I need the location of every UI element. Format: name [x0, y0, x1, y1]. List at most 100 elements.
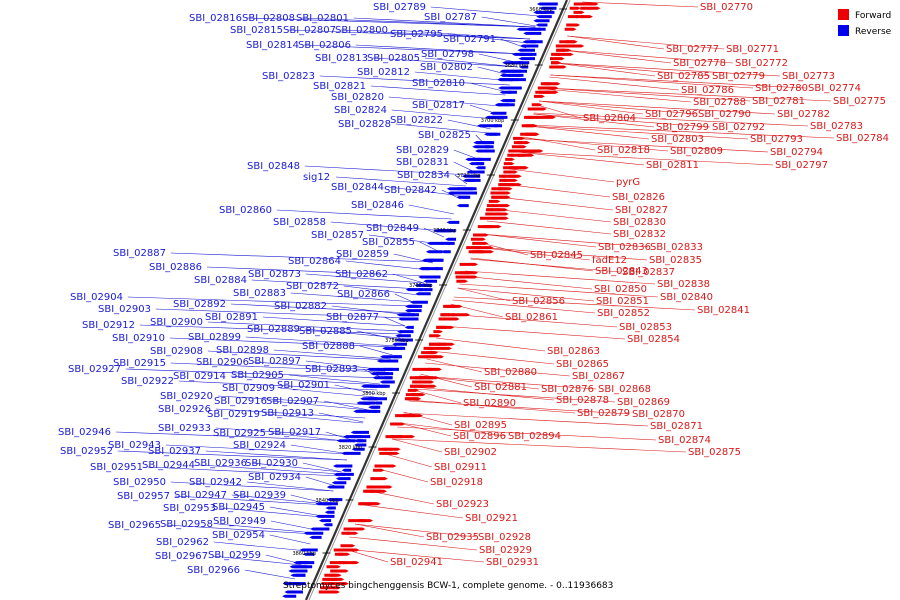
forward-gene-arrow[interactable]	[436, 325, 455, 329]
reverse-gene-label[interactable]: SBI_02916	[214, 396, 267, 407]
forward-gene-label[interactable]: SBI_02911	[434, 462, 487, 473]
forward-gene-arrow[interactable]	[564, 44, 585, 48]
forward-gene-label[interactable]: SBI_02832	[613, 229, 666, 240]
forward-gene-arrow[interactable]	[508, 174, 522, 178]
reverse-gene-label[interactable]: SBI_02957	[117, 491, 170, 502]
reverse-gene-arrow[interactable]	[343, 435, 356, 439]
forward-gene-arrow[interactable]	[535, 115, 556, 119]
reverse-gene-arrow[interactable]	[333, 472, 345, 476]
forward-gene-arrow[interactable]	[321, 590, 340, 594]
forward-gene-label[interactable]: SBI_02782	[777, 109, 830, 120]
forward-gene-arrow[interactable]	[337, 569, 347, 573]
forward-gene-label[interactable]: SBI_02845	[530, 250, 583, 261]
forward-gene-label[interactable]: SBI_02809	[670, 146, 723, 157]
forward-gene-label[interactable]: SBI_02777	[666, 44, 719, 55]
reverse-gene-arrow[interactable]	[354, 443, 367, 447]
reverse-gene-arrow[interactable]	[373, 372, 386, 376]
forward-gene-label[interactable]: SBI_02785	[657, 71, 710, 82]
reverse-gene-arrow[interactable]	[484, 115, 496, 119]
forward-gene-label[interactable]: SBI_02894	[508, 431, 561, 442]
reverse-gene-label[interactable]: SBI_02812	[357, 67, 410, 78]
reverse-gene-arrow[interactable]	[499, 90, 512, 94]
forward-gene-arrow[interactable]	[488, 199, 501, 203]
reverse-gene-label[interactable]: SBI_02787	[424, 12, 477, 23]
reverse-gene-label[interactable]: SBI_02954	[212, 530, 265, 541]
reverse-gene-label[interactable]: SBI_02842	[384, 185, 437, 196]
forward-gene-arrow[interactable]	[505, 157, 515, 161]
forward-gene-arrow[interactable]	[492, 204, 511, 208]
reverse-gene-label[interactable]: SBI_02834	[397, 170, 450, 181]
reverse-gene-label[interactable]: SBI_02873	[248, 269, 301, 280]
reverse-gene-arrow[interactable]	[415, 292, 431, 296]
reverse-gene-label[interactable]: SBI_02849	[366, 223, 419, 234]
reverse-gene-label[interactable]: SBI_02883	[233, 288, 286, 299]
forward-gene-label[interactable]: SBI_02851	[596, 296, 649, 307]
forward-gene-arrow[interactable]	[460, 271, 479, 275]
forward-gene-arrow[interactable]	[407, 388, 419, 392]
reverse-gene-arrow[interactable]	[396, 313, 411, 317]
forward-gene-label[interactable]: SBI_02895	[454, 420, 507, 431]
reverse-gene-label[interactable]: SBI_02859	[336, 249, 389, 260]
reverse-gene-arrow[interactable]	[434, 229, 451, 233]
reverse-gene-label[interactable]: SBI_02814	[246, 40, 299, 51]
forward-gene-arrow[interactable]	[445, 304, 459, 308]
forward-gene-label[interactable]: SBI_02775	[833, 96, 886, 107]
forward-gene-arrow[interactable]	[488, 216, 509, 220]
forward-gene-arrow[interactable]	[491, 212, 509, 216]
reverse-gene-label[interactable]: SBI_02892	[173, 299, 226, 310]
reverse-gene-arrow[interactable]	[397, 330, 414, 334]
reverse-gene-label[interactable]: SBI_02942	[189, 477, 242, 488]
reverse-gene-label[interactable]: SBI_02900	[150, 317, 203, 328]
forward-gene-arrow[interactable]	[338, 552, 351, 556]
reverse-gene-label[interactable]: SBI_02806	[298, 40, 351, 51]
forward-gene-arrow[interactable]	[498, 195, 511, 199]
reverse-gene-label[interactable]: SBI_02825	[418, 130, 471, 141]
forward-gene-label[interactable]: SBI_02804	[583, 113, 636, 124]
forward-gene-arrow[interactable]	[379, 451, 400, 455]
forward-gene-arrow[interactable]	[330, 582, 349, 586]
reverse-gene-label[interactable]: SBI_02798	[421, 49, 474, 60]
forward-gene-arrow[interactable]	[477, 233, 489, 237]
reverse-gene-arrow[interactable]	[309, 535, 322, 539]
reverse-gene-arrow[interactable]	[395, 334, 411, 338]
forward-gene-label[interactable]: SBI_02799	[656, 122, 709, 133]
forward-gene-label[interactable]: SBI_02835	[649, 255, 702, 266]
forward-gene-arrow[interactable]	[581, 2, 599, 6]
reverse-gene-arrow[interactable]	[456, 204, 469, 208]
reverse-gene-arrow[interactable]	[404, 309, 422, 313]
reverse-gene-arrow[interactable]	[539, 6, 557, 10]
forward-gene-label[interactable]: SBI_02783	[810, 121, 863, 132]
forward-gene-arrow[interactable]	[508, 183, 522, 187]
forward-gene-label[interactable]: SBI_02879	[577, 408, 630, 419]
forward-gene-arrow[interactable]	[513, 136, 526, 140]
forward-gene-arrow[interactable]	[503, 162, 515, 166]
reverse-gene-label[interactable]: SBI_02953	[163, 503, 216, 514]
reverse-gene-label[interactable]: SBI_02908	[150, 346, 203, 357]
reverse-gene-label[interactable]: SBI_02862	[335, 269, 388, 280]
forward-gene-label[interactable]: SBI_02793	[750, 134, 803, 145]
reverse-gene-arrow[interactable]	[427, 241, 444, 245]
reverse-gene-arrow[interactable]	[368, 405, 379, 409]
reverse-gene-label[interactable]: SBI_02829	[396, 145, 449, 156]
reverse-gene-arrow[interactable]	[418, 267, 430, 271]
reverse-gene-arrow[interactable]	[459, 195, 470, 199]
forward-gene-label[interactable]: SBI_02861	[505, 312, 558, 323]
forward-gene-label[interactable]: SBI_02850	[594, 284, 647, 295]
reverse-gene-arrow[interactable]	[350, 430, 369, 434]
reverse-gene-arrow[interactable]	[365, 397, 377, 401]
reverse-gene-label[interactable]: SBI_02893	[305, 364, 358, 375]
reverse-gene-label[interactable]: SBI_02831	[396, 157, 449, 168]
reverse-gene-label[interactable]: SBI_02821	[313, 81, 366, 92]
forward-gene-arrow[interactable]	[427, 367, 442, 371]
reverse-gene-label[interactable]: SBI_02808	[242, 13, 295, 24]
reverse-gene-arrow[interactable]	[533, 10, 548, 14]
reverse-gene-arrow[interactable]	[489, 111, 507, 115]
reverse-gene-arrow[interactable]	[465, 178, 475, 182]
forward-gene-arrow[interactable]	[451, 313, 470, 317]
forward-gene-arrow[interactable]	[490, 191, 511, 195]
reverse-gene-label[interactable]: SBI_02864	[288, 256, 341, 267]
reverse-gene-label[interactable]: SBI_02791	[443, 34, 496, 45]
reverse-gene-arrow[interactable]	[323, 523, 333, 527]
reverse-gene-arrow[interactable]	[502, 99, 512, 103]
reverse-gene-label[interactable]: SBI_02943	[108, 440, 161, 451]
